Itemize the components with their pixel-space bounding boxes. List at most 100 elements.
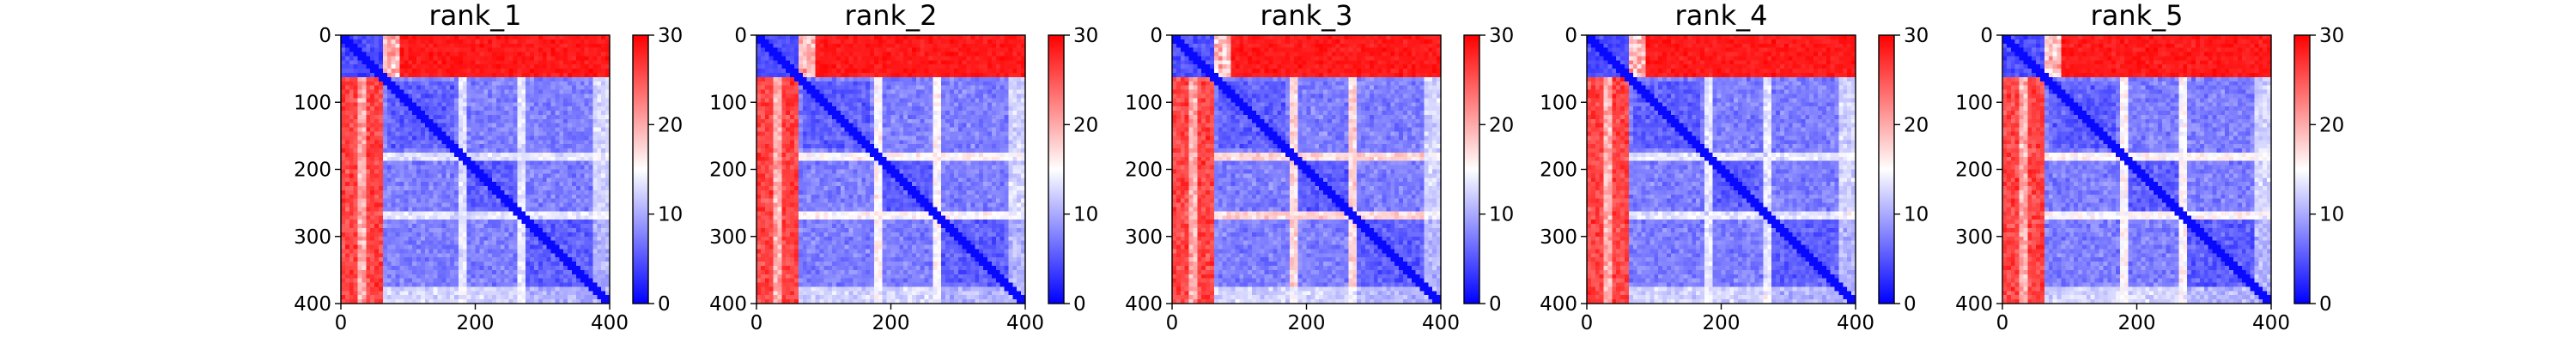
- heatmap-cell: [483, 128, 488, 132]
- heatmap-cell: [379, 286, 383, 291]
- heatmap-cell: [483, 111, 488, 115]
- heatmap-cell: [601, 44, 605, 48]
- heatmap-cell: [441, 93, 446, 98]
- heatmap-cell: [501, 69, 505, 73]
- heatmap-cell: [383, 295, 387, 299]
- heatmap-cell: [580, 123, 585, 128]
- heatmap-cell: [408, 232, 412, 237]
- heatmap-cell: [374, 224, 379, 228]
- heatmap-cell: [479, 211, 483, 215]
- heatmap-cell: [379, 60, 383, 64]
- heatmap-cell: [404, 161, 408, 165]
- heatmap-cell: [799, 77, 803, 81]
- heatmap-cell: [349, 64, 354, 69]
- heatmap-cell: [563, 165, 568, 170]
- heatmap-cell: [530, 153, 534, 157]
- heatmap-cell: [354, 35, 358, 39]
- heatmap-cell: [392, 135, 396, 140]
- heatmap-cell: [777, 39, 781, 44]
- heatmap-cell: [963, 52, 967, 57]
- heatmap-cell: [555, 131, 559, 135]
- heatmap-cell: [509, 228, 513, 232]
- heatmap-cell: [572, 186, 576, 190]
- heatmap-cell: [819, 48, 823, 52]
- heatmap-cell: [408, 64, 412, 69]
- heatmap-cell: [585, 135, 589, 140]
- heatmap-cell: [950, 52, 954, 57]
- heatmap-cell: [761, 81, 765, 86]
- heatmap-cell: [538, 178, 543, 182]
- heatmap-cell: [383, 274, 387, 279]
- heatmap-cell: [488, 123, 492, 128]
- heatmap-cell: [576, 111, 580, 115]
- heatmap-cell: [958, 44, 963, 48]
- heatmap-cell: [450, 245, 454, 250]
- heatmap-cell: [476, 208, 480, 212]
- heatmap-cell: [467, 135, 471, 140]
- heatmap-cell: [421, 60, 425, 64]
- heatmap-cell: [463, 35, 467, 39]
- heatmap-cell: [521, 153, 526, 157]
- heatmap-cell: [505, 228, 509, 232]
- heatmap-cell: [408, 128, 412, 132]
- heatmap-cell: [572, 48, 576, 52]
- heatmap-cell: [505, 199, 509, 203]
- heatmap-cell: [396, 161, 400, 165]
- heatmap-cell: [761, 39, 765, 44]
- heatmap-cell: [383, 190, 387, 195]
- heatmap-cell: [441, 245, 446, 250]
- heatmap-cell: [526, 262, 530, 266]
- heatmap-cell: [370, 165, 374, 170]
- heatmap-cell: [421, 131, 425, 135]
- heatmap-cell: [425, 52, 429, 57]
- heatmap-cell: [568, 73, 572, 77]
- heatmap-cell: [399, 195, 404, 199]
- heatmap-cell: [576, 211, 580, 215]
- heatmap-cell: [479, 274, 483, 279]
- heatmap-cell: [774, 69, 778, 73]
- heatmap-cell: [853, 73, 857, 77]
- heatmap-cell: [849, 56, 854, 60]
- heatmap-cell: [505, 123, 509, 128]
- heatmap-cell: [479, 270, 483, 274]
- heatmap-cell: [479, 266, 483, 270]
- heatmap-cell: [505, 144, 509, 148]
- heatmap-cell: [563, 295, 568, 299]
- heatmap-cell: [941, 60, 945, 64]
- heatmap-cell: [492, 56, 496, 60]
- heatmap-cell: [374, 144, 379, 148]
- heatmap-cell: [441, 178, 446, 182]
- heatmap-cell: [366, 98, 370, 102]
- heatmap-cell: [891, 52, 896, 57]
- heatmap-cell: [551, 283, 556, 287]
- heatmap-cell: [916, 52, 920, 57]
- heatmap-cell: [601, 77, 605, 81]
- heatmap-cell: [505, 102, 509, 106]
- heatmap-cell: [534, 286, 538, 291]
- heatmap-cell: [505, 128, 509, 132]
- heatmap-cell: [555, 98, 559, 102]
- heatmap-cell: [975, 48, 979, 52]
- heatmap-cell: [530, 60, 534, 64]
- heatmap-cell: [437, 286, 441, 291]
- heatmap-cell: [509, 153, 513, 157]
- heatmap-cell: [437, 291, 441, 295]
- heatmap-cell: [501, 182, 505, 186]
- heatmap-cell: [412, 148, 416, 153]
- heatmap-cell: [434, 190, 438, 195]
- heatmap-cell: [425, 182, 429, 186]
- heatmap-cell: [1017, 56, 1021, 60]
- heatmap-cell: [341, 245, 345, 250]
- heatmap-cell: [437, 266, 441, 270]
- heatmap-cell: [396, 283, 400, 287]
- heatmap-cell: [341, 161, 345, 165]
- heatmap-cell: [601, 257, 605, 262]
- heatmap-cell: [349, 178, 354, 182]
- heatmap-cell: [954, 60, 958, 64]
- heatmap-cell: [517, 286, 521, 291]
- heatmap-cell: [761, 73, 765, 77]
- heatmap-cell: [446, 283, 450, 287]
- heatmap-cell: [408, 220, 412, 224]
- heatmap-cell: [530, 69, 534, 73]
- heatmap-cell: [476, 186, 480, 190]
